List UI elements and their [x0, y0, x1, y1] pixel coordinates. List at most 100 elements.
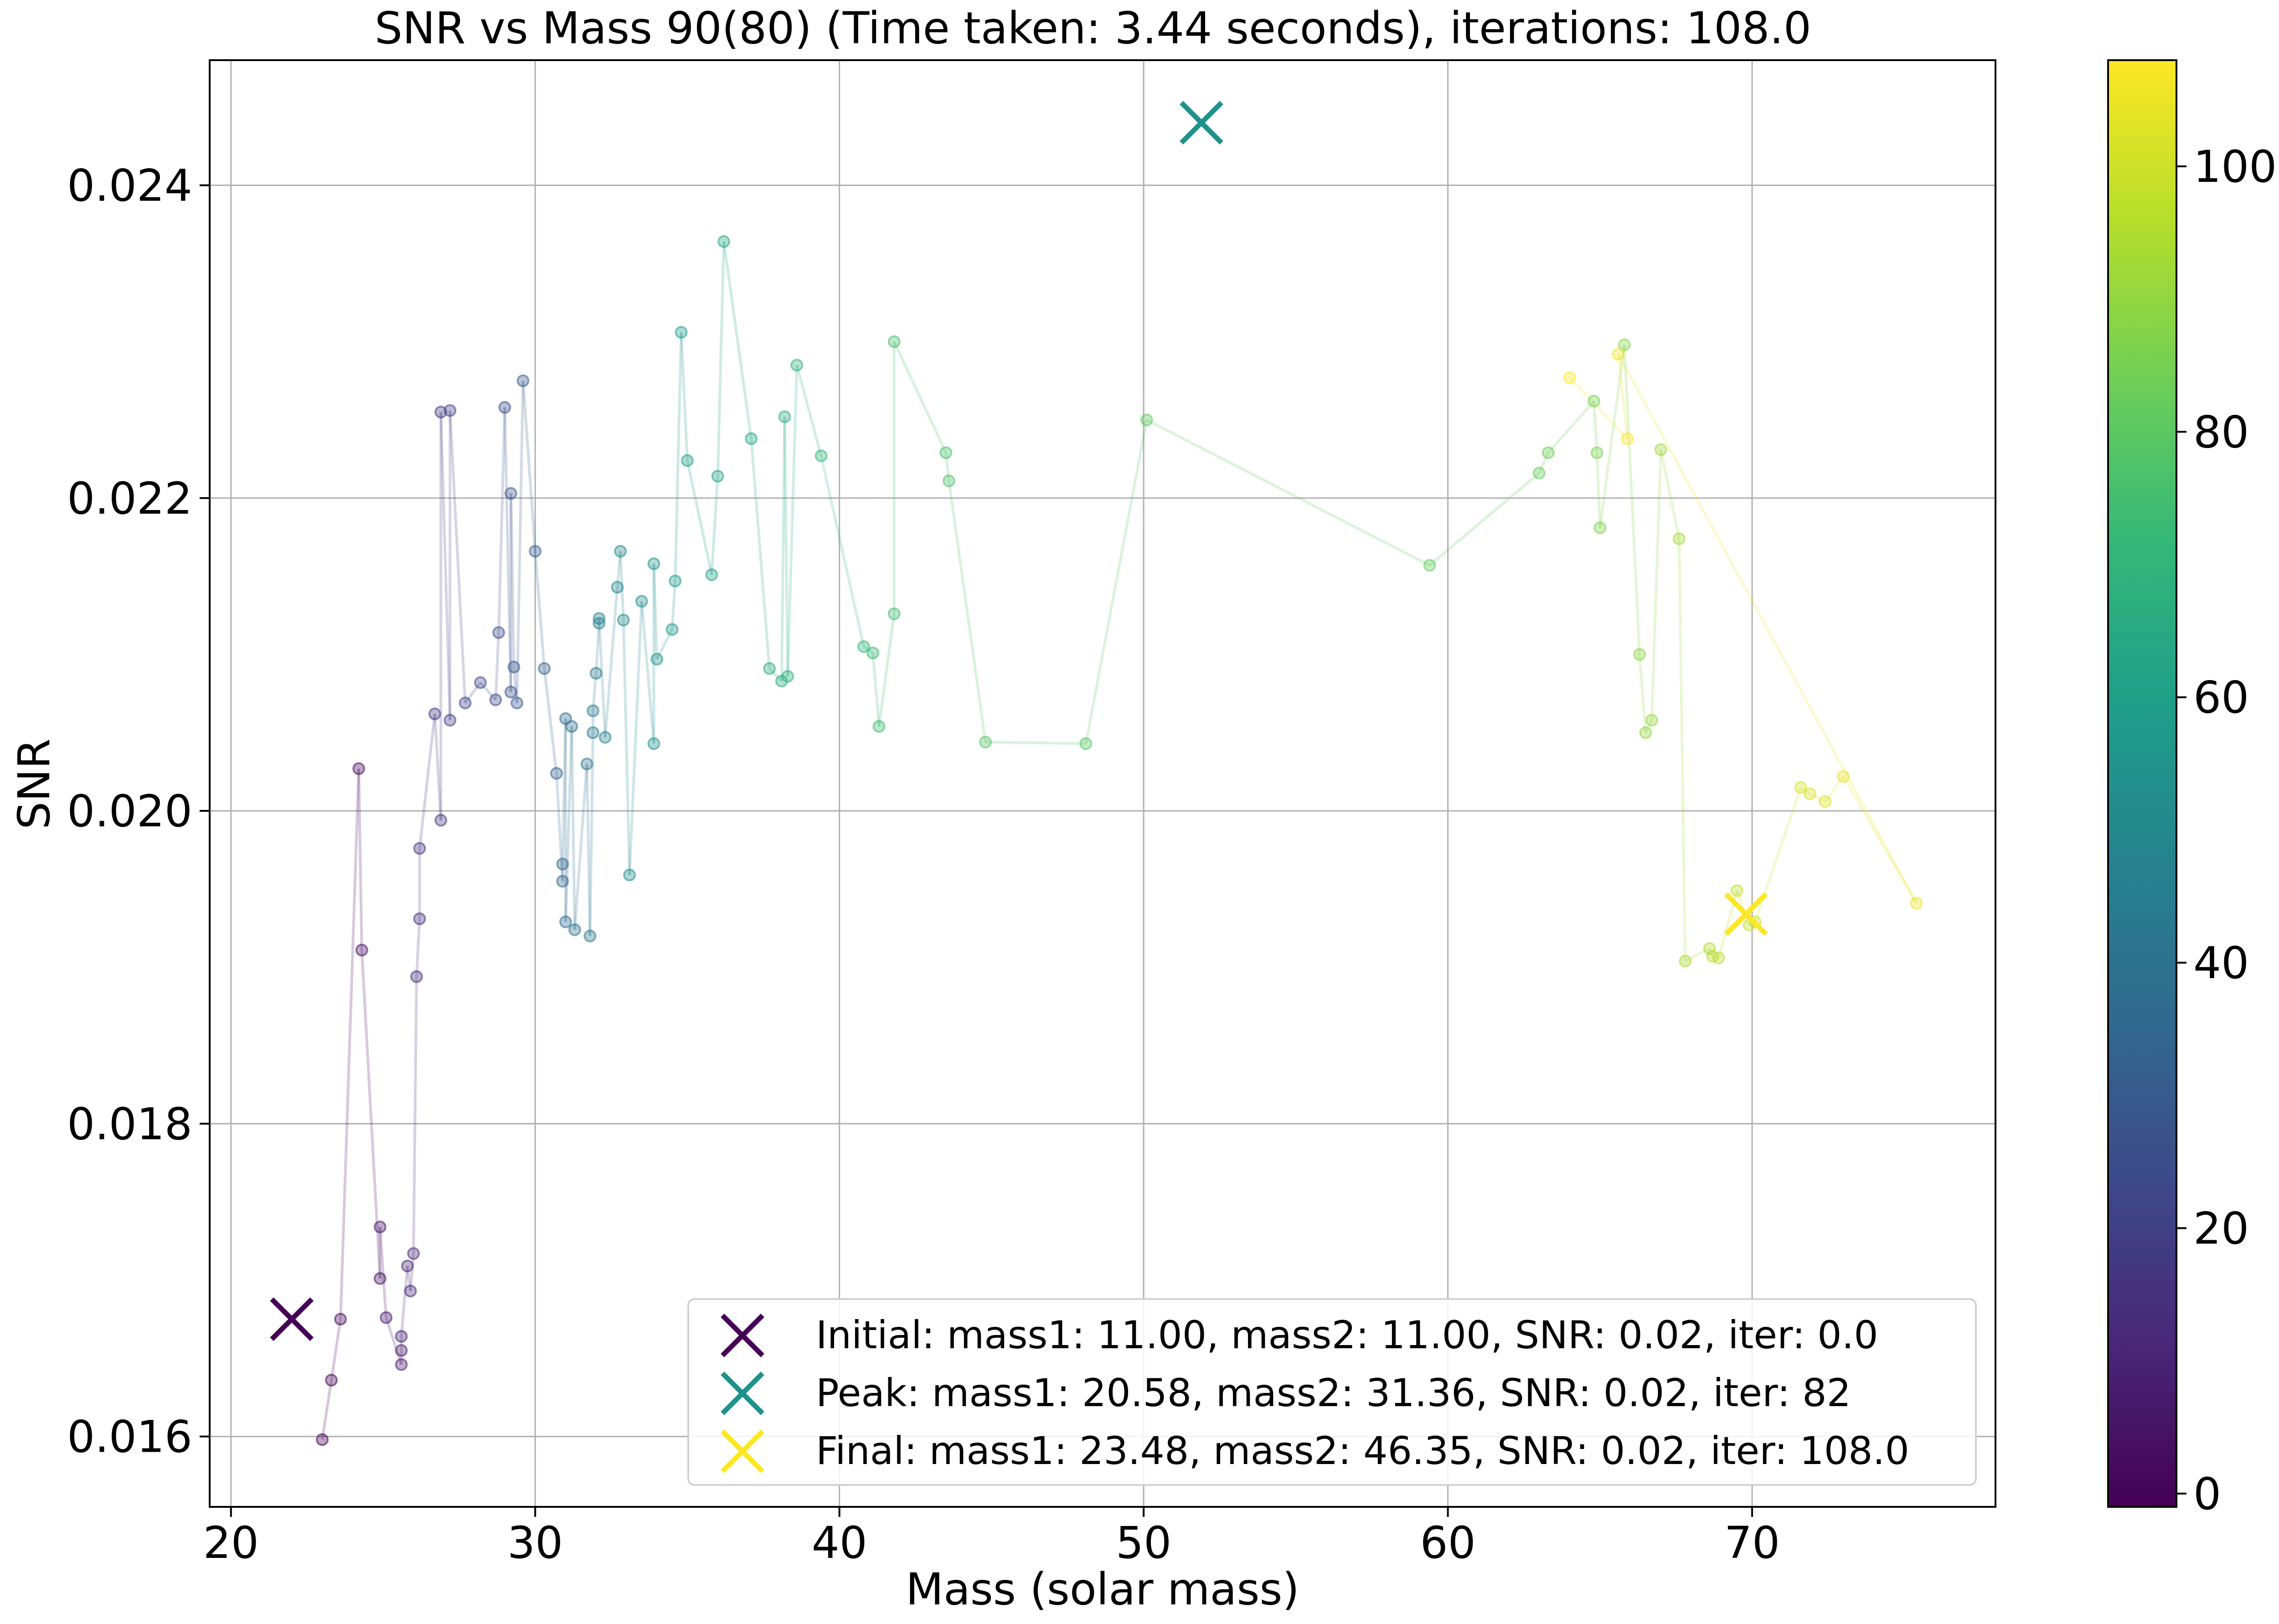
data-point — [352, 762, 366, 775]
path-segment — [564, 726, 573, 922]
data-point — [1645, 714, 1658, 727]
data-point — [669, 574, 682, 588]
data-point — [516, 374, 530, 387]
data-point — [1542, 446, 1555, 459]
data-point — [507, 660, 521, 674]
data-point — [781, 670, 794, 683]
data-point — [504, 487, 517, 500]
data-point — [1803, 787, 1816, 800]
path-segment — [877, 614, 896, 727]
path-segment — [1084, 419, 1148, 744]
path-segment — [750, 438, 771, 669]
path-segment — [680, 332, 689, 461]
y-axis-label: SNR — [9, 738, 60, 829]
path-segment — [622, 620, 631, 875]
legend-entry-initial: Initial: mass1: 11.00, mass2: 11.00, SNR… — [721, 1313, 1878, 1357]
path-segment — [1809, 792, 1826, 803]
y-tick-label: 0.022 — [67, 473, 192, 524]
path-segment — [1659, 449, 1681, 539]
path-segment — [1617, 353, 1918, 904]
legend-initial-x-icon — [721, 1314, 764, 1357]
data-point — [556, 857, 569, 871]
path-segment — [783, 417, 789, 676]
path-segment — [1617, 354, 1629, 439]
colorbar-tick-label: 100 — [2193, 141, 2277, 192]
data-point — [763, 662, 776, 675]
key-markers — [270, 101, 1768, 1341]
data-point — [443, 404, 457, 417]
data-point — [593, 612, 606, 625]
data-point — [410, 970, 423, 983]
data-point — [434, 406, 448, 419]
data-point — [413, 842, 426, 855]
x-axis-label: Mass (solar mass) — [906, 1564, 1299, 1615]
data-point — [413, 912, 426, 925]
path-segment — [1595, 453, 1602, 528]
path-segment — [378, 1227, 388, 1318]
path-segment — [594, 623, 601, 674]
path-segment — [786, 365, 799, 677]
data-point — [587, 704, 600, 717]
y-tick-label: 0.020 — [67, 786, 192, 837]
data-point — [647, 557, 660, 570]
x-tick-label: 30 — [507, 1517, 563, 1568]
legend-initial-label: Initial: mass1: 11.00, mass2: 11.00, SNR… — [816, 1313, 1878, 1357]
path-segment — [418, 713, 436, 849]
path-segment — [1650, 449, 1662, 721]
path-segment — [570, 726, 576, 930]
legend-final-x-icon — [721, 1429, 764, 1473]
data-point — [979, 736, 992, 749]
data-point — [589, 667, 603, 680]
data-point — [665, 623, 679, 636]
data-point — [650, 653, 664, 666]
path-segment — [339, 768, 361, 1320]
data-point — [428, 707, 441, 721]
path-segment — [1677, 538, 1687, 961]
path-segment — [494, 632, 500, 700]
iteration-path — [320, 241, 1918, 1440]
data-point — [1612, 348, 1625, 361]
path-segment — [871, 653, 881, 727]
path-segment — [686, 460, 713, 575]
data-point — [705, 568, 718, 581]
path-segment — [521, 381, 537, 552]
data-point — [325, 1374, 338, 1387]
data-point — [395, 1330, 408, 1343]
x-axis-ticks: 20 30 40 50 60 70 — [203, 1507, 1780, 1568]
data-point — [887, 335, 901, 348]
data-point — [373, 1272, 387, 1285]
path-segment — [1547, 400, 1595, 454]
data-point — [407, 1247, 420, 1260]
path-segment — [722, 241, 753, 439]
path-segment — [516, 381, 525, 703]
marker-initial — [270, 1297, 314, 1341]
plot-frame — [209, 59, 1996, 1508]
path-segment — [1592, 401, 1598, 453]
path-segment — [820, 455, 865, 647]
data-point — [1079, 737, 1093, 750]
path-segment — [503, 407, 512, 692]
data-point — [373, 1220, 387, 1233]
path-segment — [449, 410, 467, 703]
data-point — [556, 875, 569, 888]
colorbar-gradient — [2107, 59, 2177, 1508]
path-segment — [1708, 948, 1714, 957]
path-segment — [555, 773, 564, 882]
data-point — [1633, 648, 1646, 661]
path-segment — [1538, 452, 1550, 474]
data-point — [559, 915, 572, 928]
x-tick-label: 60 — [1420, 1517, 1475, 1568]
path-segment — [947, 480, 987, 742]
y-tick-label: 0.018 — [67, 1098, 192, 1150]
data-point — [1532, 466, 1546, 479]
legend-peak-x-icon — [721, 1371, 764, 1415]
path-segment — [320, 1380, 333, 1440]
legend-final-label: Final: mass1: 23.48, mass2: 46.35, SNR: … — [816, 1428, 1909, 1473]
path-segment — [415, 918, 421, 977]
data-point — [443, 714, 457, 727]
colorbar-ticks: 0 20 40 60 80 100 — [2176, 141, 2277, 1520]
path-segment — [674, 332, 683, 581]
path-segment — [573, 763, 588, 930]
chart-title: SNR vs Mass 90(80) (Time taken: 3.44 sec… — [375, 3, 1811, 54]
